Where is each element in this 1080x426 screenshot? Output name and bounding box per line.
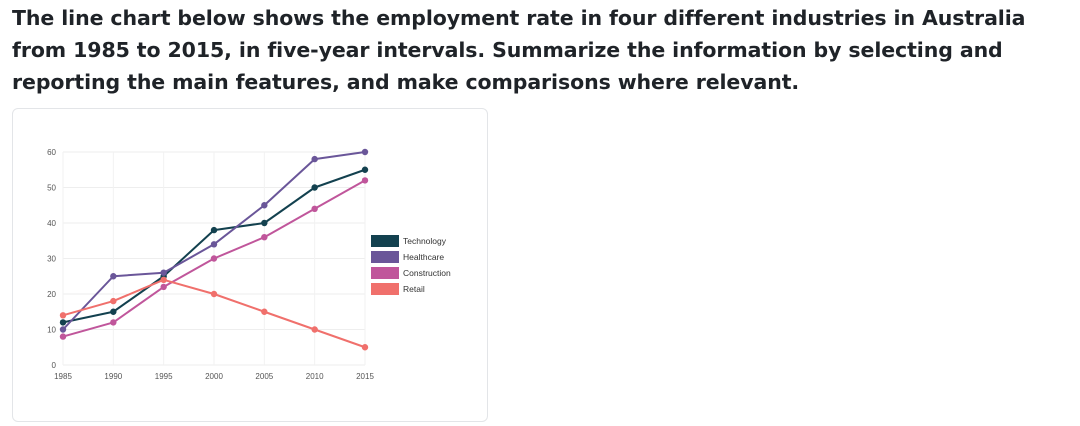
legend-label: Construction — [403, 268, 451, 278]
legend-swatch-technology — [371, 235, 399, 247]
legend-label: Healthcare — [403, 252, 444, 262]
x-tick-label: 2000 — [205, 372, 223, 381]
y-axis-ticks: 0 10 20 30 40 50 60 — [47, 148, 56, 370]
line-chart: 0 10 20 30 40 50 60 1985 1990 1995 2000 2005 2010 20… — [47, 148, 451, 381]
y-tick-label: 0 — [52, 361, 57, 370]
data-point-construction — [210, 255, 218, 262]
data-point-healthcare — [361, 148, 369, 156]
data-point-retail — [160, 276, 167, 283]
y-tick-label: 50 — [47, 184, 56, 193]
y-tick-label: 40 — [47, 219, 56, 228]
data-point-retail — [110, 297, 117, 305]
legend-swatch-healthcare — [371, 251, 399, 263]
x-tick-label: 2005 — [255, 372, 273, 381]
data-point-retail — [59, 312, 67, 319]
data-point-healthcare — [210, 241, 218, 248]
x-tick-label: 1990 — [104, 372, 122, 381]
data-point-construction — [261, 234, 268, 241]
data-point-construction — [160, 283, 167, 291]
data-point-construction — [311, 205, 318, 212]
data-point-healthcare — [160, 269, 167, 276]
y-tick-label: 60 — [47, 148, 56, 157]
data-point-technology — [59, 319, 67, 326]
data-point-healthcare — [261, 202, 268, 209]
data-point-healthcare — [311, 155, 318, 163]
x-tick-label: 2010 — [306, 372, 324, 381]
data-point-healthcare — [110, 273, 117, 280]
legend-swatch-retail — [371, 283, 399, 295]
legend-label: Technology — [403, 236, 447, 246]
data-point-construction — [110, 319, 117, 326]
task-prompt: The line chart below shows the employmen… — [12, 6, 1026, 94]
data-point-technology — [361, 166, 369, 173]
legend: Technology Healthcare Construction Retail — [371, 235, 451, 295]
x-tick-label: 1995 — [155, 372, 173, 381]
chart-card: 0 10 20 30 40 50 60 1985 1990 1995 2000 2005 2010 20… — [12, 108, 488, 422]
data-point-construction — [361, 177, 369, 184]
legend-label: Retail — [403, 284, 425, 294]
y-tick-label: 10 — [47, 326, 56, 335]
data-point-construction — [59, 333, 67, 340]
y-tick-label: 30 — [47, 255, 56, 264]
x-tick-label: 1985 — [54, 372, 72, 381]
y-tick-label: 20 — [47, 290, 56, 299]
legend-swatch-construction — [371, 267, 399, 279]
data-point-retail — [261, 308, 268, 315]
x-tick-label: 2015 — [356, 372, 374, 381]
data-point-retail — [311, 326, 318, 333]
data-point-technology — [261, 219, 268, 227]
x-axis-ticks: 1985 1990 1995 2000 2005 2010 2015 — [54, 372, 374, 381]
data-point-technology — [210, 226, 218, 234]
data-point-technology — [311, 184, 318, 191]
data-point-technology — [110, 308, 117, 315]
series-points — [59, 148, 369, 351]
data-point-healthcare — [59, 326, 67, 333]
data-point-retail — [210, 290, 218, 298]
data-point-retail — [361, 344, 369, 351]
